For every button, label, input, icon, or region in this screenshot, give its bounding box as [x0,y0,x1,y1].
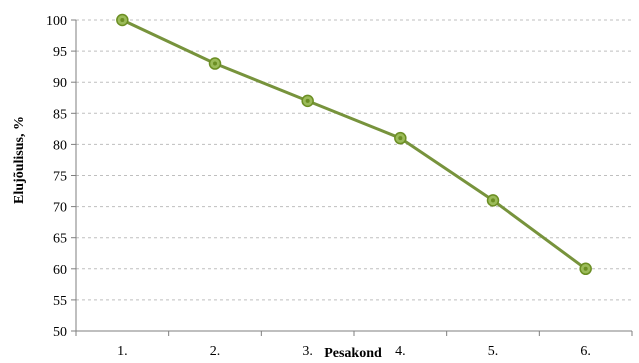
x-tick-label: 6. [580,344,591,359]
y-tick-labels: 50 55 60 65 70 75 80 85 90 95 100 [46,14,67,340]
y-tick-label: 65 [53,232,67,247]
y-tick-label: 55 [53,294,67,309]
y-tick-label: 70 [53,201,67,216]
data-point-center [398,136,403,141]
x-tick-label: 4. [395,344,406,359]
y-tick-label: 80 [53,138,67,153]
x-tick-label: 1. [117,344,128,359]
y-tick-label: 60 [53,263,67,278]
gridlines [76,19,632,301]
x-tick-label: 5. [488,344,499,359]
data-point-center [491,198,495,203]
y-tick-label: 95 [53,45,67,60]
y-tick-label: 50 [53,325,67,340]
y-tick-label: 90 [53,76,67,91]
x-tick-labels: 1. 2. 3. 4. 5. 6. [117,344,591,359]
x-tick-label: 3. [302,344,313,359]
data-point-center [583,266,588,271]
series-line [121,18,587,271]
series-layer [116,13,592,276]
y-axis-title: Elujõulisus, % [12,116,27,204]
data-point-center [305,98,310,103]
x-tick-label: 2. [210,344,221,359]
y-tick-label: 100 [46,14,67,29]
y-tick-label: 85 [53,107,67,122]
axes [71,19,633,336]
data-point-center [120,18,125,22]
data-point-center [213,61,217,66]
y-tick-label: 75 [53,170,67,185]
x-axis-title: Pesakond [324,346,382,361]
